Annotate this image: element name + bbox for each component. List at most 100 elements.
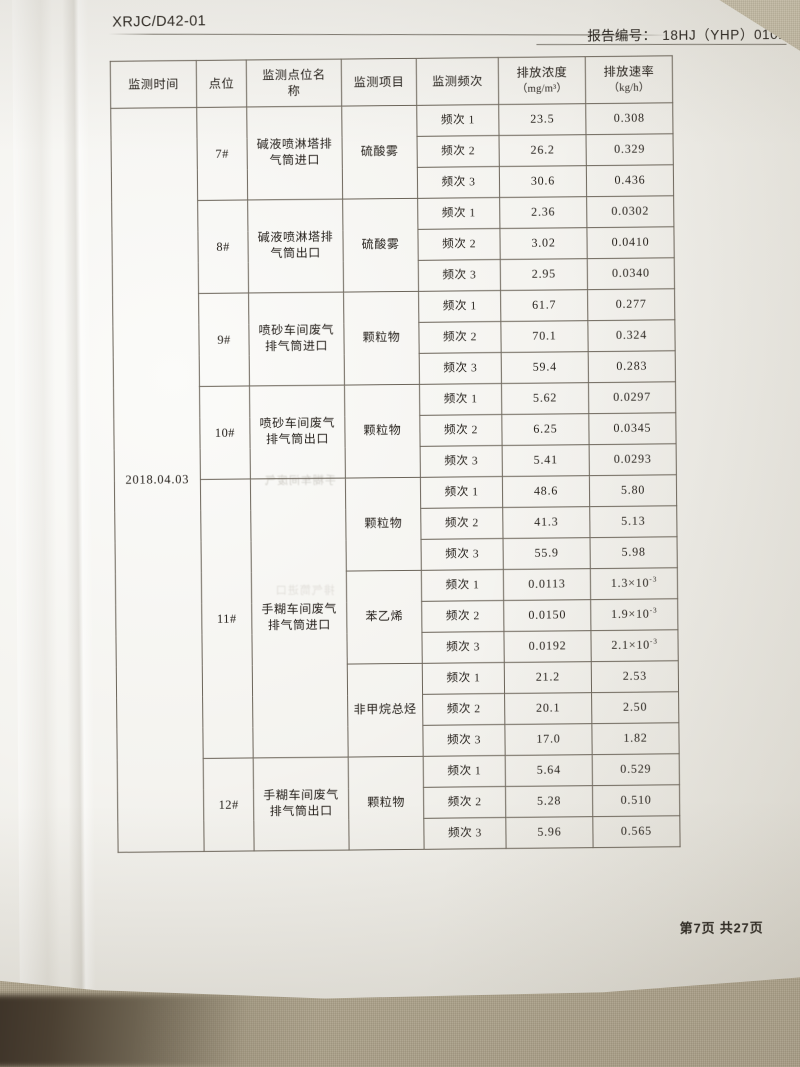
cell-frequency: 频次 1	[422, 662, 504, 694]
cell-concentration: 26.2	[499, 135, 586, 167]
cell-frequency: 频次 1	[423, 755, 505, 787]
cell-concentration: 20.1	[505, 693, 592, 725]
cell-emission-rate: 5.80	[589, 475, 676, 507]
cell-monitor-item: 非甲烷总烃	[347, 663, 423, 757]
cell-emission-rate: 0.0293	[589, 444, 676, 476]
cell-emission-rate: 0.283	[588, 351, 675, 383]
cell-concentration: 2.36	[500, 197, 587, 229]
cell-concentration: 3.02	[500, 228, 587, 260]
report-number-label: 报告编号：	[587, 27, 657, 44]
cell-monitor-item: 颗粒物	[344, 384, 420, 478]
cell-frequency: 频次 3	[424, 817, 506, 849]
cell-concentration: 0.0113	[503, 569, 590, 601]
cell-emission-rate: 0.329	[586, 134, 673, 166]
cell-emission-rate: 0.0345	[589, 413, 676, 445]
cell-concentration: 59.4	[501, 352, 588, 384]
table-body: 2018.04.03 7# 碱液喷淋塔排 气筒进口 硫酸雾 频次 1 23.5 0.308 频…	[111, 103, 680, 853]
cell-emission-rate: 0.308	[586, 103, 673, 135]
cell-emission-rate: 0.277	[588, 289, 675, 321]
form-code: XRJC/D42-01	[112, 13, 207, 31]
cell-concentration: 5.28	[505, 786, 592, 818]
col-header-concentration: 排放浓度 （mg/m³）	[498, 57, 585, 105]
page-footer: 第7页 共27页	[679, 920, 764, 936]
col-header-point: 点位	[196, 60, 246, 107]
cell-frequency: 频次 1	[419, 383, 501, 415]
cell-concentration: 5.96	[506, 817, 593, 849]
col-header-point-name: 监测点位名 称	[246, 59, 341, 107]
cell-concentration: 23.5	[499, 104, 586, 136]
cell-monitor-item: 颗粒物	[348, 756, 424, 850]
cell-emission-rate: 0.0340	[587, 258, 674, 290]
cell-frequency: 频次 2	[422, 600, 504, 632]
cell-frequency: 频次 3	[419, 352, 501, 384]
cell-emission-rate: 0.436	[586, 165, 673, 197]
cell-frequency: 频次 3	[421, 538, 503, 570]
cell-emission-rate: 2.1×10-3	[591, 630, 678, 662]
cell-point-name: 喷砂车间废气 排气筒进口	[249, 292, 345, 386]
cell-monitor-item: 硫酸雾	[343, 198, 419, 292]
cell-point-name: 手糊车间废气 排气筒进口	[250, 478, 348, 758]
cell-concentration: 5.41	[502, 445, 589, 477]
report-number: 报告编号： 18HJ（YHP）0101	[587, 23, 786, 45]
cell-frequency: 频次 3	[423, 724, 505, 756]
cell-frequency: 频次 2	[423, 693, 505, 725]
col-header-concentration-unit: （mg/m³）	[516, 82, 568, 95]
cell-emission-rate: 0.0302	[587, 196, 674, 228]
cell-concentration: 0.0192	[504, 631, 591, 663]
col-header-item: 监测项目	[341, 58, 416, 106]
cell-emission-rate: 0.510	[592, 785, 679, 817]
cell-frequency: 频次 1	[419, 291, 501, 323]
cell-point-11: 11#	[200, 479, 253, 758]
cell-frequency: 频次 2	[418, 229, 500, 261]
col-header-frequency: 监测频次	[416, 58, 498, 106]
desk-shadow	[0, 995, 310, 1067]
cell-monitor-item: 硫酸雾	[342, 105, 418, 199]
cell-point-name: 手糊车间废气 排气筒出口	[253, 757, 349, 851]
header-rule	[108, 34, 668, 36]
col-header-concentration-text: 排放浓度	[516, 65, 568, 81]
cell-frequency: 频次 2	[421, 507, 503, 539]
cell-point-10: 10#	[199, 386, 250, 479]
cell-frequency: 频次 1	[418, 198, 500, 230]
cell-point-name: 碱液喷淋塔排 气筒进口	[247, 106, 343, 200]
cell-concentration: 0.0150	[504, 600, 591, 632]
cell-monitor-item: 苯乙烯	[346, 570, 422, 664]
cell-concentration: 2.95	[500, 259, 587, 291]
cell-concentration: 41.3	[503, 507, 590, 539]
cell-emission-rate: 0.565	[593, 816, 680, 848]
report-number-rule	[536, 44, 786, 45]
col-header-rate-text: 排放速率	[603, 64, 655, 80]
table-head: 监测时间 点位 监测点位名 称 监测项目 监测频次 排放浓度 （mg/m³） 排…	[110, 56, 672, 109]
cell-concentration: 48.6	[502, 476, 589, 508]
cell-emission-rate: 1.9×10-3	[591, 599, 678, 631]
cell-point-name: 喷砂车间废气 排气筒出口	[249, 385, 345, 479]
cell-concentration: 61.7	[501, 290, 588, 322]
report-number-value: 18HJ（YHP）0101	[662, 26, 787, 43]
cell-point-7: 7#	[197, 107, 248, 200]
cell-emission-rate: 1.3×10-3	[590, 568, 677, 600]
cell-emission-rate: 1.82	[592, 723, 679, 755]
cell-frequency: 频次 3	[422, 631, 504, 663]
cell-concentration: 55.9	[503, 538, 590, 570]
cell-frequency: 频次 3	[420, 445, 502, 477]
cell-monitor-item: 颗粒物	[345, 477, 421, 571]
cell-point-8: 8#	[198, 200, 249, 293]
cell-point-12: 12#	[203, 758, 254, 851]
cell-emission-rate: 5.98	[590, 537, 677, 569]
cell-concentration: 70.1	[501, 321, 588, 353]
cell-frequency: 频次 2	[419, 322, 501, 354]
cell-concentration: 6.25	[502, 414, 589, 446]
cell-point-9: 9#	[199, 293, 250, 386]
cell-frequency: 频次 3	[417, 167, 499, 199]
monitoring-table-wrap: 监测时间 点位 监测点位名 称 监测项目 监测频次 排放浓度 （mg/m³） 排…	[110, 55, 680, 853]
cell-frequency: 频次 3	[418, 260, 500, 292]
cell-emission-rate: 5.13	[590, 506, 677, 538]
cell-concentration: 30.6	[499, 166, 586, 198]
cell-concentration: 21.2	[504, 662, 591, 694]
col-header-rate-unit: （kg/h）	[608, 82, 650, 94]
cell-emission-rate: 2.50	[592, 692, 679, 724]
cell-concentration: 5.64	[505, 755, 592, 787]
cell-monitor-item: 颗粒物	[344, 291, 420, 385]
cell-emission-rate: 2.53	[591, 661, 678, 693]
monitoring-results-table: 监测时间 点位 监测点位名 称 监测项目 监测频次 排放浓度 （mg/m³） 排…	[110, 55, 681, 853]
